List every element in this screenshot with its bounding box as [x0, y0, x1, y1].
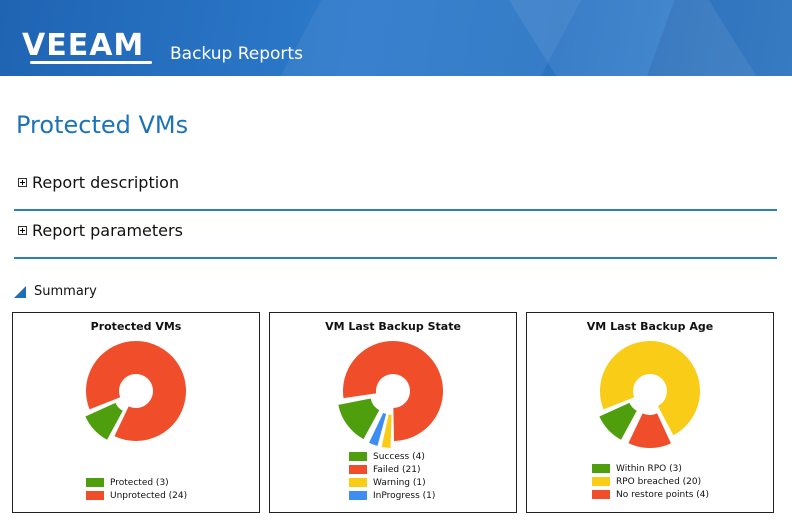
- veeam-logo: VEEAM: [22, 28, 145, 63]
- pie-slice-inprogress: [369, 412, 387, 446]
- collapse-triangle-icon[interactable]: [14, 285, 26, 298]
- legend-label: No restore points (4): [616, 489, 710, 500]
- protected-vms-panel: Protected VMs Protected (3) Unprotected (…: [12, 312, 260, 513]
- legend-item-success: Success (4): [349, 450, 435, 463]
- legend-label: RPO breached (20): [616, 476, 702, 487]
- legend-label: Unprotected (24): [110, 490, 188, 501]
- legend-item-warning: Warning (1): [349, 476, 435, 489]
- section-divider: [14, 209, 777, 211]
- expand-plus-icon[interactable]: [18, 225, 27, 235]
- legend-swatch: [349, 478, 367, 487]
- legend-swatch: [349, 452, 367, 461]
- pie-slice-within-rpo: [599, 402, 637, 440]
- legend-item-inprogress: InProgress (1): [349, 489, 435, 502]
- section-divider: [14, 257, 777, 259]
- report-description-toggle[interactable]: Report description: [18, 167, 778, 197]
- legend-swatch: [592, 464, 610, 473]
- panel-title: Protected VMs: [90, 320, 182, 333]
- protected-vms-chart: [85, 341, 186, 441]
- panel-title: VM Last Backup State: [325, 320, 461, 333]
- pie-slice-success: [338, 398, 380, 440]
- page-title: Protected VMs: [16, 111, 189, 139]
- legend-item-within-rpo: Within RPO (3): [592, 462, 709, 475]
- chart-legend: Within RPO (3) RPO breached (20) No restor…: [592, 462, 709, 501]
- panel-title: VM Last Backup Age: [586, 320, 714, 333]
- pie-slice-no-restore-points: [628, 413, 671, 448]
- legend-swatch: [592, 490, 610, 499]
- legend-swatch: [592, 477, 610, 486]
- pie-slice-rpo-breached: [600, 341, 700, 436]
- summary-label: Summary: [34, 284, 97, 299]
- legend-label: InProgress (1): [373, 490, 436, 501]
- pie-slice-warning: [381, 414, 392, 448]
- legend-label: Within RPO (3): [616, 463, 682, 474]
- legend-item-protected: Protected (3): [86, 476, 187, 489]
- pie-slice-protected: [85, 402, 123, 440]
- legend-item-no-restore-points: No restore points (4): [592, 488, 709, 501]
- vm-last-backup-state-panel: VM Last Backup State Success (4) Failed (…: [269, 312, 517, 513]
- vm-last-backup-state-chart: [338, 341, 443, 448]
- logo-underline: [30, 61, 152, 64]
- legend-swatch: [349, 491, 367, 500]
- vm-last-backup-age-chart: [599, 341, 700, 448]
- legend-swatch: [349, 465, 367, 474]
- chart-legend: Success (4) Failed (21) Warning (1) InProgr…: [349, 450, 435, 502]
- legend-item-rpo-breached: RPO breached (20): [592, 475, 709, 488]
- legend-label: Success (4): [373, 451, 425, 462]
- legend-swatch: [86, 491, 104, 500]
- legend-label: Warning (1): [373, 477, 426, 488]
- expand-plus-icon[interactable]: [18, 177, 27, 187]
- app-title: Backup Reports: [170, 44, 303, 64]
- legend-label: Protected (3): [110, 477, 169, 488]
- legend-item-failed: Failed (21): [349, 463, 435, 476]
- section-label: Report parameters: [32, 220, 183, 240]
- app-header: VEEAM Backup Reports: [0, 0, 792, 76]
- legend-swatch: [86, 478, 104, 487]
- legend-label: Failed (21): [373, 464, 421, 475]
- pie-slice-unprotected: [85, 341, 186, 441]
- chart-legend: Protected (3) Unprotected (24): [86, 476, 187, 502]
- legend-item-unprotected: Unprotected (24): [86, 489, 187, 502]
- vm-last-backup-age-panel: VM Last Backup Age Within RPO (3) RPO bre…: [526, 312, 774, 513]
- pie-slice-failed: [343, 341, 443, 441]
- summary-header[interactable]: Summary: [14, 284, 97, 299]
- section-label: Report description: [32, 172, 180, 192]
- report-parameters-toggle[interactable]: Report parameters: [18, 215, 778, 245]
